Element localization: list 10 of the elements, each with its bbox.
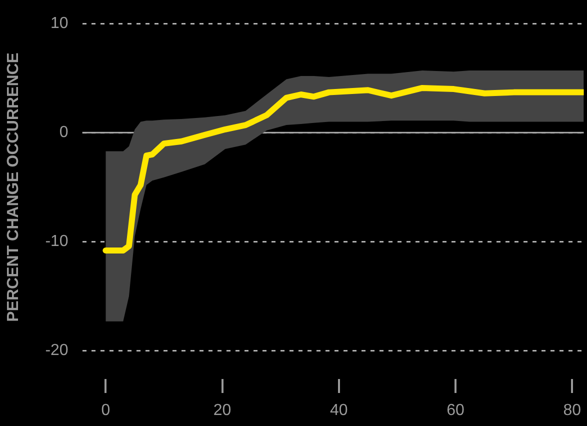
y-tick-label: -10 [45,233,68,250]
x-tick-label: 80 [563,402,582,419]
y-tick-label: 0 [59,124,68,142]
x-tick-label: 20 [213,402,232,419]
x-tick-label: 40 [330,402,348,419]
y-tick-label: -20 [45,342,68,360]
x-tick-label: 0 [101,402,110,419]
y-axis-title: PERCENT CHANGE OCCURRENCE [5,52,22,322]
y-tick-label: 10 [50,15,68,32]
x-tick-label: 60 [446,402,464,419]
